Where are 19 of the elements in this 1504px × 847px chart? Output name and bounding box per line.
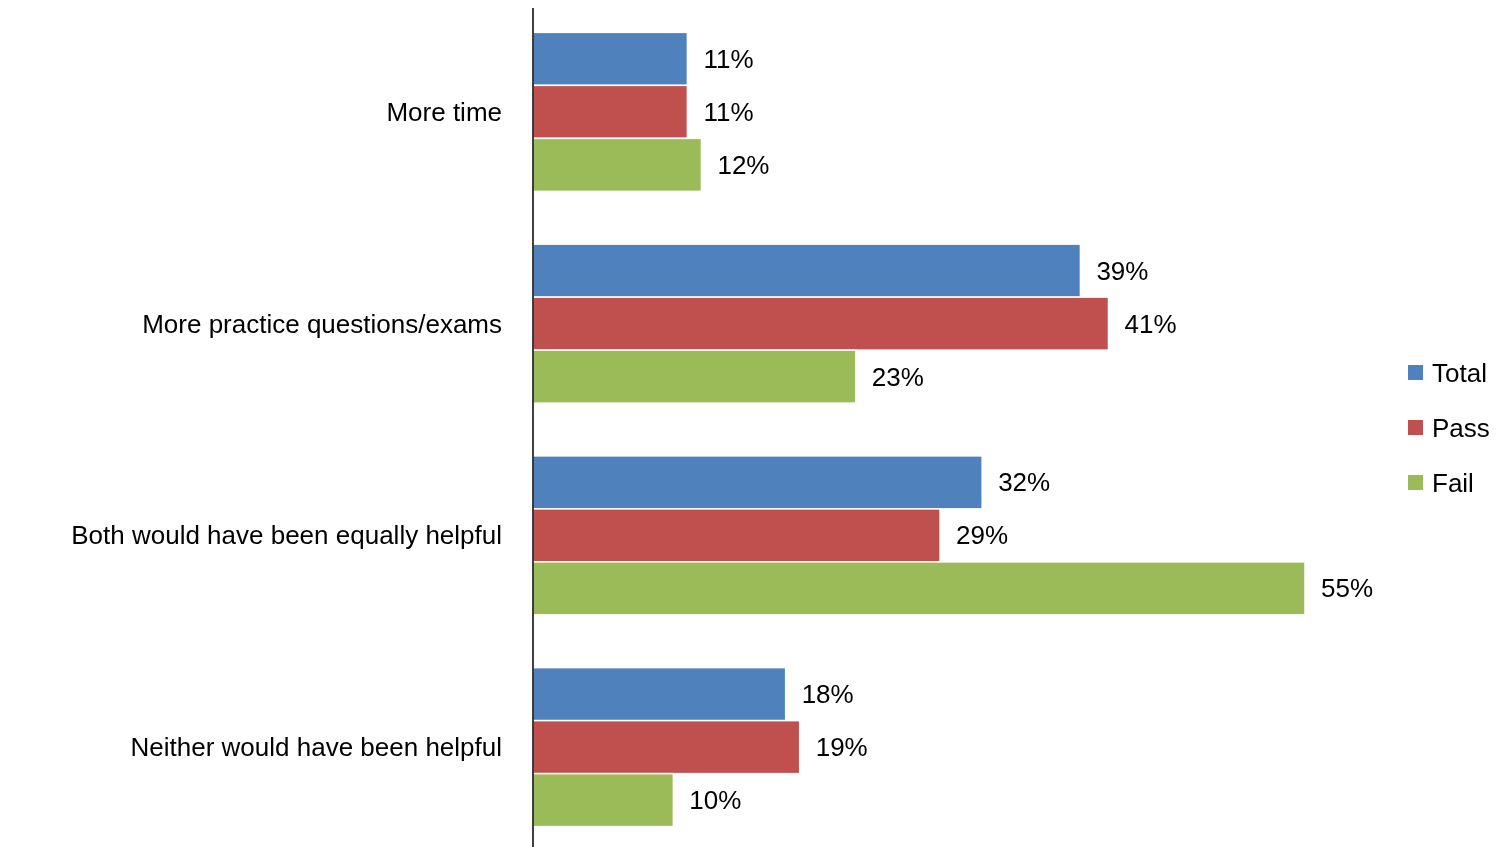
y-tick-label: More practice questions/exams: [142, 308, 502, 339]
data-label: 41%: [1124, 308, 1177, 339]
legend-label: Fail: [1432, 468, 1474, 499]
y-tick-label: Both would have been equally helpful: [71, 520, 502, 551]
legend-label: Pass: [1432, 413, 1490, 444]
data-label: 55%: [1321, 573, 1374, 604]
data-label: 11%: [703, 96, 754, 127]
data-label: 39%: [1096, 255, 1149, 286]
data-label: 10%: [689, 785, 742, 816]
legend-label: Total: [1432, 358, 1487, 389]
data-label: 18%: [801, 679, 854, 710]
data-label: 19%: [815, 732, 868, 763]
y-tick-label: More time: [386, 96, 502, 127]
data-label: 32%: [998, 467, 1051, 498]
y-tick-label: Neither would have been helpful: [130, 732, 502, 763]
data-label: 12%: [717, 149, 770, 180]
data-label: 29%: [956, 520, 1009, 551]
data-label: 23%: [871, 361, 924, 392]
data-label: 11%: [703, 43, 754, 74]
